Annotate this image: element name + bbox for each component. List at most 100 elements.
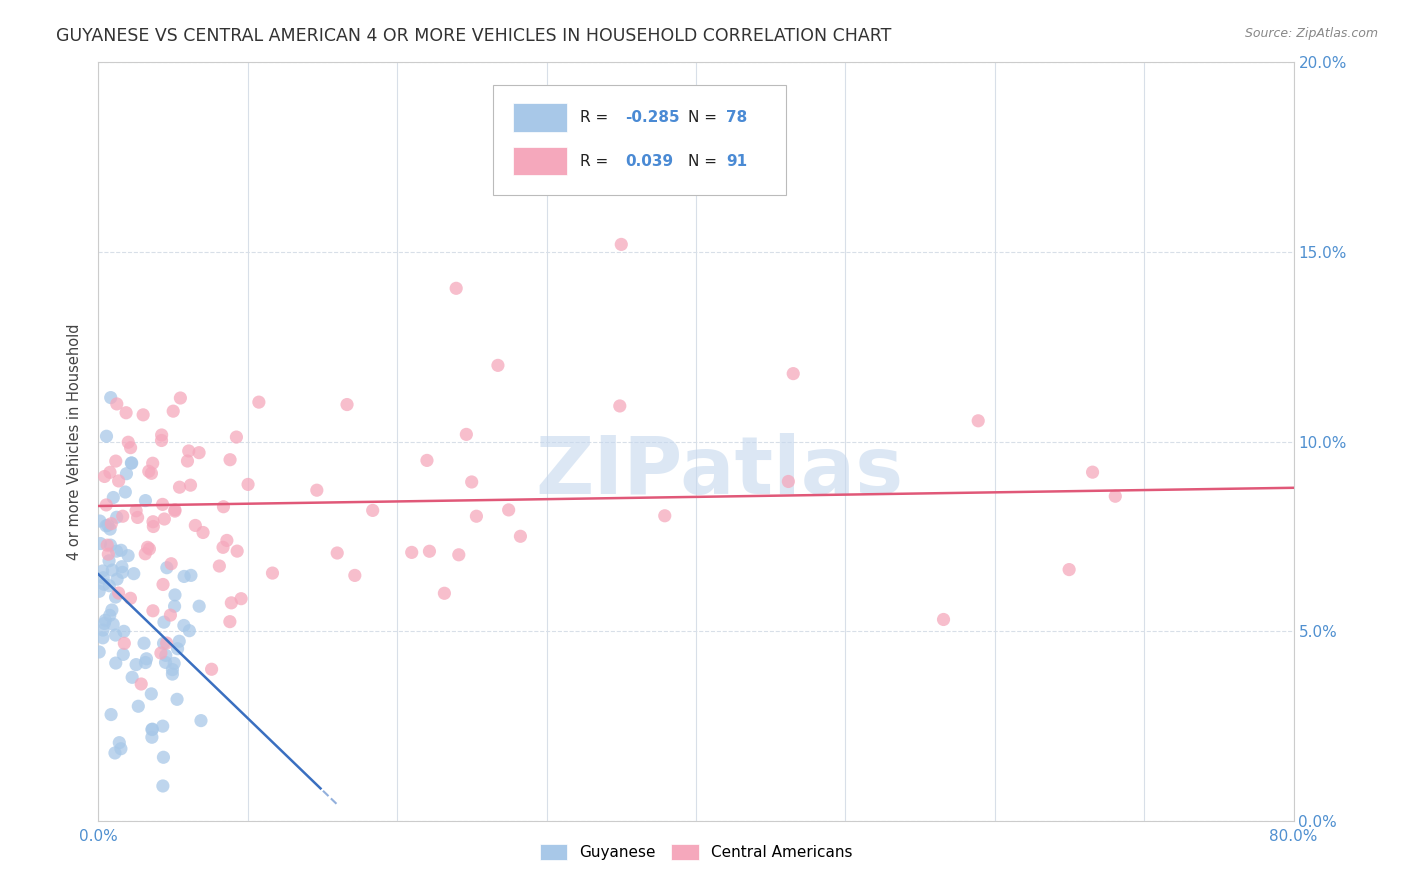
Point (142, 519, 165, 533)
Point (111, 559, 134, 574)
Point (226, 544, 249, 558)
Point (103, 491, 125, 505)
Point (108, 736, 131, 750)
Text: 91: 91 (725, 153, 747, 169)
Point (127, 510, 149, 524)
Point (134, 493, 156, 508)
Point (105, 510, 128, 524)
Point (91, 564, 114, 578)
Point (91, 631, 114, 645)
Point (104, 746, 127, 760)
Point (121, 670, 143, 684)
Point (93, 616, 115, 631)
Point (96, 498, 118, 512)
Point (155, 648, 177, 663)
Point (132, 408, 155, 422)
Point (498, 503, 520, 517)
Point (98, 522, 121, 536)
Point (105, 397, 128, 411)
Point (212, 541, 235, 555)
Point (247, 395, 270, 409)
Text: ZIPatlas: ZIPatlas (536, 433, 904, 511)
Point (176, 454, 198, 468)
Point (159, 608, 181, 623)
Point (96, 538, 118, 552)
Point (162, 404, 184, 418)
Point (98, 554, 121, 568)
Point (208, 559, 231, 574)
Point (236, 477, 259, 491)
Point (155, 656, 177, 670)
Point (401, 545, 423, 559)
Point (152, 779, 174, 793)
Point (115, 467, 138, 481)
Point (610, 237, 633, 252)
Point (163, 599, 186, 614)
Point (110, 543, 132, 558)
Point (136, 541, 159, 555)
Point (120, 441, 142, 455)
Point (416, 453, 439, 467)
Point (129, 677, 152, 691)
Point (343, 568, 366, 582)
Point (1081, 465, 1104, 479)
Point (160, 557, 183, 571)
Point (93, 469, 115, 483)
Point (152, 497, 174, 511)
Point (125, 504, 148, 518)
Point (122, 566, 145, 581)
Point (179, 478, 201, 492)
Point (98, 466, 121, 480)
Point (456, 427, 478, 442)
Point (120, 591, 142, 606)
Point (166, 692, 188, 706)
Point (150, 428, 173, 442)
Point (100, 516, 122, 531)
Point (229, 591, 252, 606)
Point (188, 599, 211, 614)
Point (138, 541, 160, 556)
Point (120, 456, 142, 470)
Point (107, 474, 129, 488)
Point (167, 634, 190, 648)
Point (221, 596, 243, 610)
Text: Source: ZipAtlas.com: Source: ZipAtlas.com (1244, 27, 1378, 40)
Point (104, 454, 127, 468)
Point (97, 518, 120, 533)
Point (105, 544, 128, 558)
Text: 78: 78 (725, 111, 747, 125)
Point (162, 663, 184, 677)
Point (215, 533, 238, 548)
Point (1057, 563, 1080, 577)
Point (97, 547, 120, 561)
Point (138, 464, 160, 478)
Point (219, 452, 242, 467)
Point (142, 515, 165, 529)
Point (100, 707, 122, 722)
Text: -0.285: -0.285 (626, 111, 681, 125)
Point (218, 615, 240, 629)
Point (609, 399, 631, 413)
Point (152, 719, 174, 733)
Point (778, 475, 800, 489)
Point (173, 569, 195, 583)
Point (169, 480, 191, 494)
Point (173, 618, 195, 632)
Point (200, 662, 222, 676)
Point (91, 571, 114, 585)
Text: N =: N = (688, 111, 721, 125)
Point (93, 577, 115, 591)
Point (132, 636, 155, 650)
Point (418, 544, 440, 558)
Point (163, 503, 186, 517)
Text: N =: N = (688, 153, 721, 169)
Text: R =: R = (581, 153, 613, 169)
Point (506, 112, 529, 127)
Point (163, 504, 186, 518)
Point (89, 536, 111, 550)
Text: GUYANESE VS CENTRAL AMERICAN 4 OR MORE VEHICLES IN HOUSEHOLD CORRELATION CHART: GUYANESE VS CENTRAL AMERICAN 4 OR MORE V… (56, 27, 891, 45)
Point (156, 560, 179, 574)
Point (225, 430, 247, 444)
Point (112, 636, 135, 650)
Point (110, 741, 132, 756)
